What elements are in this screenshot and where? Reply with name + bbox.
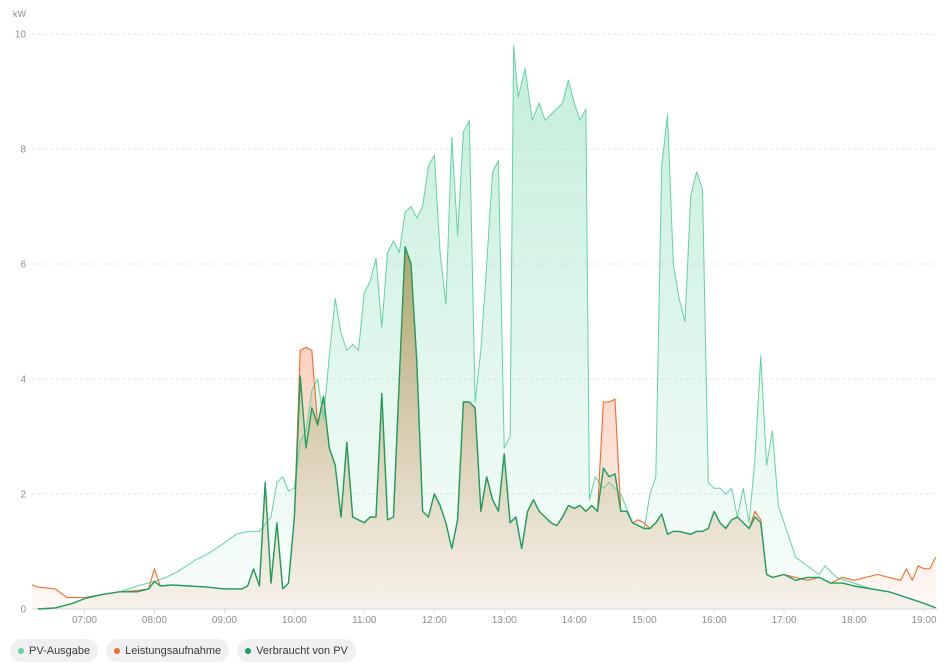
series-area-layer bbox=[32, 45, 936, 610]
y-axis-unit-label: kW bbox=[13, 9, 27, 19]
y-axis-labels: 0 2 4 6 8 10 bbox=[15, 30, 27, 616]
legend: PV-Ausgabe Leistungsaufnahme Verbraucht … bbox=[10, 639, 356, 662]
x-axis-labels: 07:00 08:00 09:00 10:00 11:00 12:00 13:00 14:00… bbox=[72, 615, 937, 626]
legend-dot-icon bbox=[114, 647, 121, 654]
x-tick-label: 11:00 bbox=[352, 615, 377, 626]
area-pv-output bbox=[37, 45, 936, 609]
x-tick-label: 18:00 bbox=[842, 615, 867, 626]
x-tick-label: 14:00 bbox=[562, 615, 587, 626]
x-tick-label: 19:00 bbox=[911, 615, 936, 626]
x-tick-label: 13:00 bbox=[492, 615, 517, 626]
y-tick-label: 4 bbox=[20, 375, 26, 386]
y-tick-label: 6 bbox=[20, 260, 26, 271]
x-tick-label: 15:00 bbox=[632, 615, 657, 626]
y-tick-label: 8 bbox=[20, 145, 26, 156]
legend-dot-icon bbox=[18, 647, 24, 654]
energy-chart-svg: 0 2 4 6 8 10 07:00 08:00 09:00 10:00 11:00 12:00 13… bbox=[13, 9, 938, 626]
energy-chart: 0 2 4 6 8 10 07:00 08:00 09:00 10:00 11:00 12:00 13… bbox=[13, 9, 938, 626]
line-pv-output bbox=[37, 45, 936, 610]
y-tick-label: 2 bbox=[20, 490, 26, 501]
x-tick-label: 09:00 bbox=[212, 615, 237, 626]
x-tick-label: 12:00 bbox=[422, 615, 447, 626]
legend-label: Leistungsaufnahme bbox=[125, 644, 222, 657]
series-line-layer bbox=[31, 45, 937, 610]
legend-item-power-consumption[interactable]: Leistungsaufnahme bbox=[106, 639, 230, 662]
x-tick-label: 07:00 bbox=[72, 615, 97, 626]
x-tick-label: 10:00 bbox=[282, 615, 307, 626]
legend-dot-icon bbox=[245, 647, 252, 654]
legend-label: PV-Ausgabe bbox=[29, 644, 91, 657]
y-tick-label: 0 bbox=[20, 605, 26, 616]
legend-item-pv-output[interactable]: PV-Ausgabe bbox=[10, 639, 99, 662]
x-tick-label: 16:00 bbox=[702, 615, 727, 626]
x-tick-label: 08:00 bbox=[142, 615, 167, 626]
legend-label: Verbraucht von PV bbox=[256, 644, 348, 657]
line-self-consumption bbox=[37, 246, 936, 610]
area-self-consumption bbox=[37, 246, 936, 610]
y-tick-label: 10 bbox=[15, 30, 27, 41]
x-tick-label: 17:00 bbox=[772, 615, 797, 626]
legend-item-self-consumption[interactable]: Verbraucht von PV bbox=[237, 639, 356, 662]
